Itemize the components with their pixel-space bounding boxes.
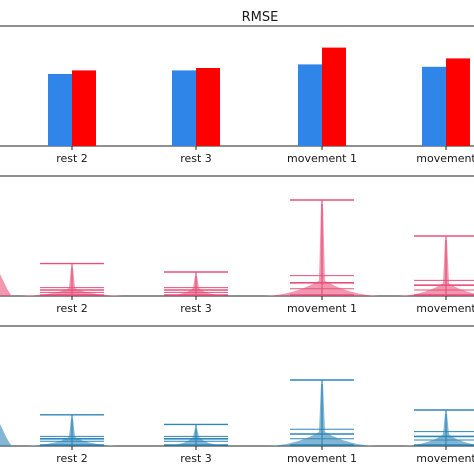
x-tick-label: rest 3 [180,452,212,465]
x-tick-label: rest 3 [180,302,212,315]
x-tick-label: movement 1 [287,302,357,315]
x-tick-label: movement 1 [287,152,357,165]
x-tick-label: movement [416,302,474,315]
panel-2: rest 2 rest 3 movement 1 movement [0,175,474,315]
x-tick-label: rest 3 [180,152,212,165]
violin-body-clipped [0,274,12,296]
violin-body [404,414,474,446]
bar [72,70,96,146]
bar [48,74,72,146]
x-tick-label: movement 1 [287,452,357,465]
bar [446,58,470,146]
bar [172,70,196,146]
bar [196,68,220,146]
x-tick-label: rest 2 [56,452,88,465]
panel-3: rest 2 rest 3 movement 1 movement [0,325,474,465]
violin-body [398,240,474,296]
bar [422,66,446,146]
x-tick-label: rest 2 [56,152,88,165]
panel-1: rest 2 rest 3 movement 1 movement [0,25,474,165]
chart-title: RMSE [242,10,279,25]
x-tick-label: movement [416,152,474,165]
x-tick-label: movement [416,452,474,465]
violin-body-clipped [0,424,12,446]
bar [322,47,346,146]
bar [298,64,322,146]
x-tick-label: rest 2 [56,302,88,315]
